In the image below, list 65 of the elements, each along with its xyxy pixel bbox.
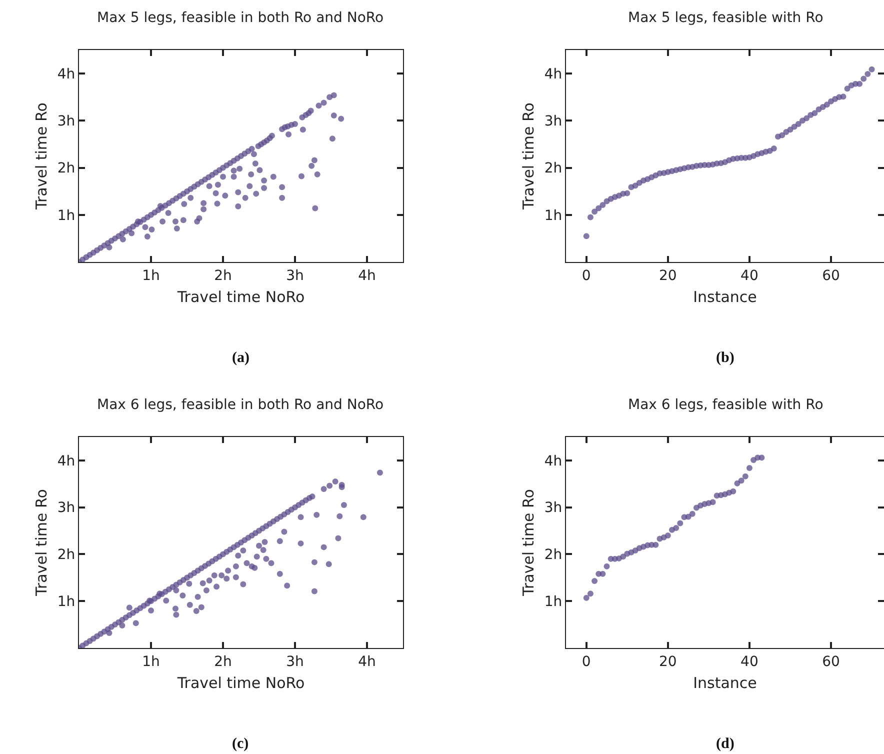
x-tick-label: 2h <box>214 268 232 284</box>
x-tick-label: 4h <box>358 268 376 284</box>
x-axis-title: Travel time NoRo <box>176 674 305 692</box>
y-axis-title: Travel time Ro <box>32 102 51 210</box>
x-tick-label: 60 <box>822 268 840 284</box>
point <box>677 520 684 526</box>
x-tick-label: 0 <box>582 268 591 284</box>
point <box>673 524 680 531</box>
x-tick-label: 40 <box>740 654 758 670</box>
y-tick-label: 2h <box>57 160 76 177</box>
x-tick-label: 20 <box>659 268 677 284</box>
y-tick-label: 1h <box>544 208 562 224</box>
x-tick-label: 40 <box>740 268 758 284</box>
x-tick-label: 1h <box>142 654 160 670</box>
x-axis-title: Instance <box>693 288 757 306</box>
point <box>664 532 671 538</box>
x-tick-label: 60 <box>822 654 840 670</box>
y-axis-title: Travel time Ro <box>520 102 538 210</box>
x-tick-label: 2h <box>214 654 232 670</box>
y-tick-label: 2h <box>57 547 76 564</box>
point <box>604 563 610 570</box>
point <box>587 590 594 597</box>
point <box>592 578 598 584</box>
x-tick-label: 20 <box>659 654 677 670</box>
x-tick-label: 4h <box>358 654 376 670</box>
x-tick-label: 1h <box>142 268 160 284</box>
chart-title: Max 6 legs, feasible with Ro <box>628 397 824 413</box>
text: (d) <box>716 736 734 752</box>
chart-title: Max 5 legs, feasible in both Ro and NoRo <box>97 10 384 26</box>
point <box>746 464 752 471</box>
chart-title: Max 6 legs, feasible in both Ro and NoRo <box>97 397 384 413</box>
text: (c) <box>232 736 249 752</box>
x-axis-title: Travel time NoRo <box>176 288 305 306</box>
point <box>620 554 626 560</box>
point <box>742 473 748 480</box>
point <box>652 542 659 548</box>
y-tick-label: 4h <box>57 66 76 82</box>
x-tick-label: 0 <box>582 654 591 670</box>
y-tick-label: 2h <box>544 547 562 564</box>
y-tick-label: 1h <box>57 594 76 610</box>
y-tick-label: 3h <box>57 114 76 130</box>
point <box>738 478 744 484</box>
point <box>689 510 696 517</box>
y-tick-label: 3h <box>544 114 562 130</box>
y-tick-label: 4h <box>544 66 562 82</box>
text: (a) <box>232 350 250 366</box>
y-tick-label: 1h <box>57 208 76 224</box>
y-tick-label: 3h <box>57 500 76 516</box>
x-tick-label: 3h <box>286 268 304 284</box>
y-tick-label: 2h <box>544 160 562 177</box>
y-tick-label: 4h <box>544 453 562 470</box>
x-axis-title: Instance <box>693 674 757 692</box>
point <box>583 594 590 601</box>
point <box>758 454 765 461</box>
y-tick-label: 1h <box>544 594 562 610</box>
y-tick-label: 4h <box>57 453 76 470</box>
text: (b) <box>716 350 734 366</box>
y-axis-title: Travel time Ro <box>520 489 538 597</box>
y-tick-label: 3h <box>544 500 562 516</box>
y-axis-title: Travel time Ro <box>32 489 51 597</box>
point <box>730 488 736 494</box>
x-tick-label: 3h <box>286 654 304 670</box>
chart-title: Max 5 legs, feasible with Ro <box>628 10 824 26</box>
point <box>600 570 606 577</box>
point <box>710 499 716 506</box>
